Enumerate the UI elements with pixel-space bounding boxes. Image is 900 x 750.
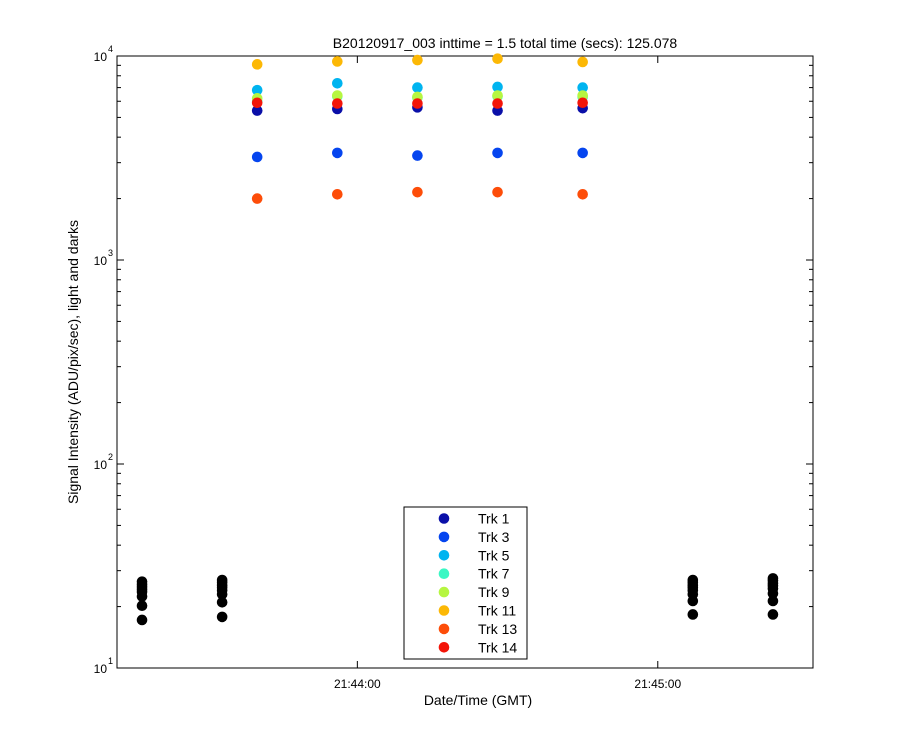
point-trk-14 [492,98,503,109]
legend-item-trk-5: Trk 5 [438,547,510,563]
point-trk-5 [577,82,588,93]
legend-label-trk-1: Trk 1 [478,511,510,527]
legend-item-trk-9: Trk 9 [438,584,510,600]
plot-frame [116,55,814,669]
y-tick-label: 10 [94,458,108,472]
point-trk-11 [492,53,503,64]
y-axis-ticks [117,55,813,669]
dark-point [216,611,228,623]
legend-label-trk-9: Trk 9 [478,584,510,600]
point-trk-13 [332,188,343,200]
legend-label-trk-11: Trk 11 [478,603,516,619]
point-trk-3 [577,147,588,159]
legend-marker-trk-9 [438,586,450,598]
dark-point [767,609,779,620]
dark-point [136,600,148,612]
point-trk-5 [332,77,343,89]
dark-point [767,588,779,599]
legend-item-trk-11: Trk 11 [438,603,516,619]
legend-label-trk-13: Trk 13 [478,621,517,637]
point-trk-11 [332,56,343,67]
legend-marker-trk-14 [438,642,450,653]
point-trk-13 [412,186,423,198]
legend-marker-trk-11 [438,605,450,616]
legend-label-trk-14: Trk 14 [478,639,517,655]
legend-marker-trk-5 [438,550,450,561]
point-trk-11 [577,56,588,68]
point-trk-14 [577,97,588,109]
point-trk-13 [577,188,588,200]
x-axis-ticks [356,56,659,668]
y-tick-label-exponent: 2 [108,452,113,462]
point-trk-3 [251,151,263,163]
x-tick-label: 21:44:00 [334,677,381,691]
point-trk-13 [492,186,503,198]
chart-title: B20120917_003 inttime = 1.5 total time (… [333,35,678,51]
dark-point [687,595,699,607]
x-axis-tick-labels: 21:44:00 21:45:00 [334,677,681,691]
point-trk-11 [412,54,423,66]
legend-label-trk-7: Trk 7 [478,566,510,582]
legend-box [403,506,528,660]
point-trk-14 [332,98,343,109]
dark-point [687,609,699,620]
point-trk-14 [251,97,263,109]
point-trk-3 [492,147,503,159]
point-trk-9 [492,90,503,101]
y-tick-label: 10 [94,254,108,268]
y-tick-label: 10 [94,50,108,64]
dark-point [216,596,228,608]
y-tick-label-exponent: 3 [108,248,113,258]
point-trk-11 [251,59,263,70]
legend-marker-trk-1 [438,513,450,524]
point-trk-9 [332,90,343,101]
y-axis-title: Signal Intensity (ADU/pix/sec), light an… [65,220,81,504]
dark-point [136,591,148,602]
y-tick-label-exponent: 1 [108,656,113,666]
legend-item-trk-3: Trk 3 [438,529,510,545]
dark-point [136,614,148,626]
x-tick-label: 21:45:00 [634,677,681,691]
point-trk-1 [251,105,263,116]
legend-items: Trk 1 Trk 3 Trk 5 Trk 7 Trk 9 Trk 11 Trk 13 Trk… [438,511,517,655]
dark-point [216,588,228,600]
point-trk-3 [412,150,423,161]
dark-point [767,595,779,607]
y-tick-label-exponent: 4 [108,44,113,54]
legend-label-trk-3: Trk 3 [478,529,510,545]
legend-item-trk-7: Trk 7 [438,566,510,582]
legend-item-trk-1: Trk 1 [438,511,510,527]
y-tick-label: 10 [94,662,108,676]
legend-marker-trk-13 [438,623,450,635]
legend-item-trk-13: Trk 13 [438,621,517,637]
legend-label-trk-5: Trk 5 [478,547,510,563]
point-trk-14 [412,98,423,109]
legend: Trk 1 Trk 3 Trk 5 Trk 7 Trk 9 Trk 11 Trk 13 Trk… [403,506,528,660]
legend-marker-trk-7 [438,568,450,579]
point-trk-3 [332,147,343,159]
legend-item-trk-14: Trk 14 [438,639,517,655]
point-trk-13 [251,193,263,204]
x-axis-title: Date/Time (GMT) [424,692,532,708]
point-trk-5 [492,81,503,93]
point-trk-5 [251,84,263,96]
data-markers [136,53,779,626]
legend-marker-trk-3 [438,531,450,543]
point-trk-5 [412,82,423,93]
